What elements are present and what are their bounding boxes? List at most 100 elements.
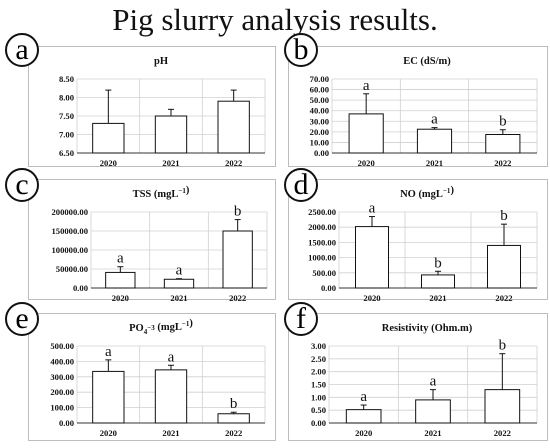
chart-panel-b: EC (dS/m) 0.00 10.00 20.00 30.00 40.00 50.00 60… — [288, 46, 548, 168]
x-tick-label: 2020 — [112, 293, 129, 303]
significance-label: b — [500, 208, 508, 224]
y-tick-label: 2.00 — [311, 367, 326, 377]
y-tick-label: 400.00 — [50, 356, 74, 366]
y-tick-label: 60.00 — [310, 85, 329, 95]
chart-svg-e: PO4−3 (mgL−1) 0.00 100.00 200.00 300.00 400.0… — [50, 318, 266, 438]
y-tick-label: 0.00 — [314, 148, 329, 158]
significance-label: a — [363, 78, 370, 94]
bar-2022 — [217, 413, 250, 424]
y-tick-label: 200.00 — [50, 387, 74, 397]
significance-label: b — [230, 396, 238, 412]
y-tick-label: 8.50 — [59, 74, 74, 84]
bar-2021 — [421, 274, 455, 289]
page-title: Pig slurry analysis results. — [112, 2, 438, 37]
bar-2020 — [345, 409, 382, 424]
significance-label: a — [168, 349, 175, 365]
x-tick-label: 2022 — [495, 293, 512, 303]
significance-label: a — [431, 112, 438, 128]
panel-letter-c: c — [5, 168, 39, 202]
y-tick-label: 70.00 — [310, 74, 329, 84]
x-tick-label: 2020 — [358, 158, 375, 168]
bar-2020 — [92, 370, 125, 424]
y-tick-label: 1.00 — [311, 392, 326, 402]
y-tick-label: 1.50 — [311, 380, 326, 390]
y-tick-label: 150000.00 — [51, 226, 88, 236]
bar-2022 — [484, 389, 521, 424]
bar-2020 — [355, 226, 389, 289]
chart-svg-b: EC (dS/m) 0.0010.0020.0030.0040.0050.0060… — [310, 56, 538, 168]
bar-2021 — [154, 369, 188, 424]
x-tick-label: 2020 — [363, 293, 380, 303]
x-tick-label: 2021 — [424, 428, 441, 438]
bar-2021 — [163, 278, 195, 289]
bar-2021 — [154, 115, 188, 154]
panel-letter-a: a — [5, 33, 39, 67]
y-tick-label: 50000.00 — [56, 264, 88, 274]
chart-svg-a: pH 6.50 7.00 7.50 8.00 8.50 2020 2021 2022 — [59, 56, 266, 168]
x-tick-label: 2022 — [494, 158, 511, 168]
y-tick-label: 20.00 — [310, 127, 329, 137]
chart-title: TSS (mgL−1) — [133, 185, 190, 200]
y-tick-label: 3.00 — [311, 341, 326, 351]
chart-title: Resistivity (Ohm.m) — [382, 323, 473, 334]
x-tick-label: 2022 — [225, 428, 242, 438]
bar-2020 — [348, 113, 384, 154]
panel-letter-b: b — [284, 33, 318, 67]
x-tick-label: 2022 — [229, 293, 246, 303]
y-tick-label: 2.50 — [311, 354, 326, 364]
chart-panel-e: PO4−3 (mgL−1) 0.00 100.00 200.00 300.00 400.0… — [28, 313, 276, 441]
y-tick-label: 2500.00 — [308, 207, 336, 217]
y-tick-label: 0.00 — [73, 283, 88, 293]
chart-panel-a: pH 6.50 7.00 7.50 8.00 8.50 2020 2021 2022 — [28, 46, 276, 168]
x-tick-label: 2021 — [429, 293, 446, 303]
y-tick-label: 50.00 — [310, 95, 329, 105]
y-tick-label: 6.50 — [59, 148, 74, 158]
bar-2022 — [217, 100, 250, 154]
y-tick-label: 1500.00 — [308, 237, 336, 247]
chart-title: pH — [154, 56, 168, 67]
x-tick-label: 2020 — [100, 158, 117, 168]
bar-2020 — [105, 271, 136, 289]
bar-2020 — [92, 122, 125, 154]
chart-panel-f: Resistivity (Ohm.m) 0.00 0.50 1.00 1.50 2.00 2… — [288, 313, 548, 441]
x-tick-label: 2022 — [494, 428, 511, 438]
x-tick-label: 2022 — [225, 158, 242, 168]
y-tick-label: 100.00 — [50, 403, 74, 413]
x-tick-label: 2021 — [162, 158, 179, 168]
x-tick-label: 2021 — [170, 293, 187, 303]
significance-label: b — [434, 255, 442, 271]
significance-label: b — [234, 204, 242, 220]
panel-letter-f: f — [284, 302, 318, 336]
y-tick-label: 500.00 — [50, 341, 74, 351]
significance-label: a — [369, 201, 376, 217]
y-tick-label: 0.00 — [311, 418, 326, 428]
significance-label: a — [430, 374, 437, 390]
bar-2021 — [415, 399, 451, 424]
panel-letter-e: e — [5, 302, 39, 336]
x-tick-label: 2020 — [355, 428, 372, 438]
bar-2021 — [416, 128, 453, 154]
y-tick-label: 100000.00 — [51, 245, 88, 255]
y-tick-label: 30.00 — [310, 116, 329, 126]
y-tick-label: 300.00 — [50, 372, 74, 382]
y-tick-label: 1000.00 — [308, 253, 336, 263]
y-tick-label: 40.00 — [310, 106, 329, 116]
bar-2022 — [485, 134, 521, 154]
y-tick-label: 10.00 — [310, 137, 329, 147]
chart-title: NO (mgL−1) — [400, 185, 454, 200]
y-tick-label: 0.50 — [311, 405, 326, 415]
bar-2022 — [487, 244, 521, 289]
x-tick-label: 2020 — [100, 428, 117, 438]
chart-title: EC (dS/m) — [403, 56, 451, 67]
y-tick-label: 0.00 — [321, 283, 336, 293]
chart-panel-c: TSS (mgL−1) 0.00 50000.00 100000.00 150000.0… — [28, 179, 276, 303]
significance-label: b — [499, 114, 507, 130]
chart-svg-d: NO (mgL−1) 0.00 500.00 1000.00 1500.00 2000.0… — [308, 185, 538, 303]
panel-letter-d: d — [284, 168, 318, 202]
y-tick-label: 500.00 — [312, 268, 336, 278]
chart-title: PO4−3 (mgL−1) — [129, 318, 193, 336]
significance-label: b — [499, 338, 507, 354]
significance-label: a — [360, 389, 367, 405]
x-tick-label: 2021 — [162, 428, 179, 438]
y-tick-label: 2000.00 — [308, 222, 336, 232]
